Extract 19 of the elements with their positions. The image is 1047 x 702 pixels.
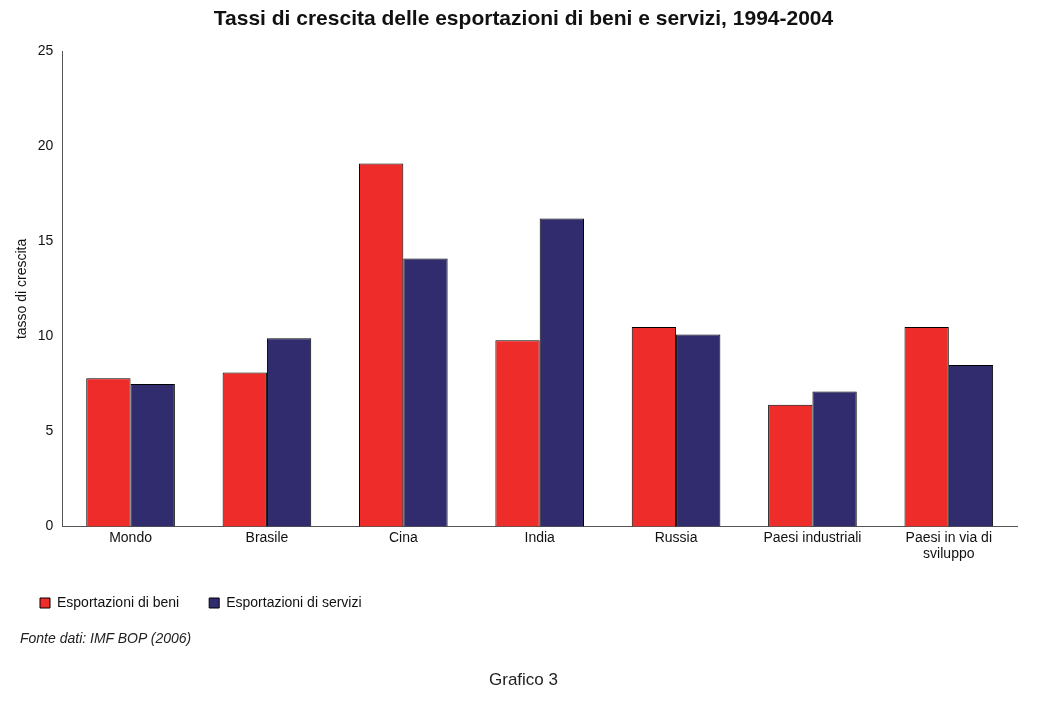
legend-label: Esportazioni di servizi: [226, 593, 362, 610]
y-tick-label: 0: [45, 517, 54, 534]
y-tick-label: 10: [37, 327, 54, 344]
x-tick-label: Cina: [388, 528, 418, 545]
x-tick-label: Brasile: [245, 528, 289, 545]
y-tick-label: 25: [37, 42, 54, 59]
x-tick-label: Paesi in via di sviluppo: [905, 528, 993, 562]
source-note: Fonte dati: IMF BOP (2006): [20, 630, 192, 646]
x-tick-label: Mondo: [109, 528, 153, 545]
y-tick-label: 5: [45, 422, 54, 439]
x-tick-label: India: [524, 528, 556, 545]
x-tick-label: Paesi industriali: [763, 528, 862, 545]
text: Grafico 3: [488, 670, 559, 690]
y-axis-title: tasso di crescita: [13, 238, 30, 340]
legend-label: Esportazioni di beni: [57, 593, 180, 610]
x-tick-label: Russia: [654, 528, 698, 545]
y-tick-label: 15: [37, 232, 54, 249]
y-tick-label: 20: [37, 137, 54, 154]
chart-title: Tassi di crescita delle esportazioni di beni e servizi, 1994-2004: [212, 6, 835, 30]
